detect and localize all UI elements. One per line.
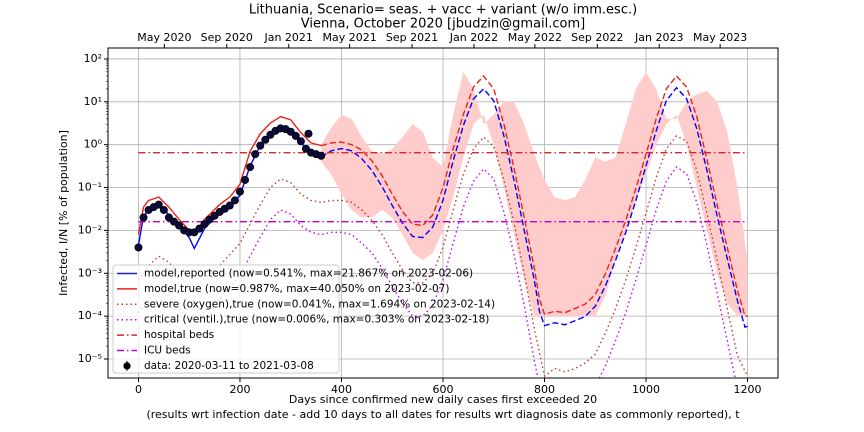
x2-tick-label: Sep 2021 [386, 31, 438, 44]
x-tick-label: 1000 [632, 383, 660, 396]
y-tick-label: 10⁻² [78, 223, 102, 236]
y-tick-label: 10² [84, 52, 102, 65]
uncertainty-band [321, 71, 748, 317]
x2-tick-label: May 2020 [137, 31, 191, 44]
data-point [164, 213, 173, 222]
x-tick-label: 400 [331, 383, 352, 396]
legend-label: hospital beds [144, 329, 214, 341]
x-tick-label: 800 [534, 383, 555, 396]
data-point [304, 129, 313, 138]
chart-title: Lithuania, Scenario= seas. + vacc + vari… [249, 3, 637, 18]
legend-marker [123, 362, 131, 370]
data-point [286, 127, 295, 136]
x2-tick-label: May 2021 [322, 31, 376, 44]
data-point [296, 137, 305, 146]
data-point [317, 151, 326, 160]
data-point [134, 243, 143, 252]
data-point [175, 221, 184, 230]
data-point [154, 200, 163, 209]
legend-label: data: 2020-03-11 to 2021-03-08 [144, 360, 314, 372]
x-tick-label: 600 [433, 383, 454, 396]
y-tick-label: 10⁻⁵ [78, 352, 102, 365]
data-point [195, 224, 204, 233]
plot-area [134, 71, 749, 378]
x-tick-label: 1200 [734, 383, 762, 396]
data-point [225, 201, 234, 210]
x2-tick-label: Jan 2022 [449, 31, 498, 44]
y-tick-label: 10⁻³ [78, 266, 102, 279]
legend-label: critical (ventil.),true (now=0.006%, max… [144, 314, 489, 326]
data-point [200, 220, 209, 229]
y-tick-label: 10⁻¹ [78, 181, 102, 194]
data-point [139, 213, 148, 222]
legend-box [112, 264, 340, 374]
legend-label: ICU beds [144, 345, 191, 357]
y-tick-label: 10⁻⁴ [78, 309, 103, 322]
plot-frame [107, 47, 779, 379]
series-line [137, 135, 749, 378]
data-point [291, 131, 300, 140]
x-tick-label: 0 [135, 383, 142, 396]
legend-label: model,reported (now=0.541%, max=21.867% … [144, 268, 473, 280]
y-tick-label: 10¹ [84, 95, 102, 108]
x2-tick-label: Sep 2022 [571, 31, 623, 44]
legend-label: model,true (now=0.987%, max=40.050% on 2… [144, 283, 449, 295]
data-point [261, 135, 270, 144]
x-tick-label: 200 [229, 383, 250, 396]
x2-tick-label: May 2022 [508, 31, 562, 44]
data-point [235, 187, 244, 196]
x2-tick-label: Jan 2021 [263, 31, 312, 44]
data-point [241, 175, 250, 184]
chart-subtitle: Vienna, October 2020 [jbudzin@gmail.com] [301, 17, 585, 32]
x2-tick-label: Sep 2020 [201, 31, 253, 44]
data-point [256, 141, 265, 150]
series-line [137, 74, 748, 317]
legend-label: severe (oxygen),true (now=0.041%, max=1.… [144, 298, 495, 310]
data-point [230, 196, 239, 205]
data-point [159, 205, 168, 214]
y-tick-label: 10⁰ [84, 138, 103, 151]
x2-tick-label: May 2023 [693, 31, 747, 44]
data-point [251, 150, 260, 159]
data-point [246, 163, 255, 172]
y-axis-label: Infected, I/N [% of population] [57, 130, 70, 296]
x2-tick-label: Jan 2023 [634, 31, 683, 44]
x-axis-label: (results wrt infection date - add 10 day… [146, 408, 740, 421]
x-axis-label: Days since confirmed new daily cases fir… [289, 393, 597, 406]
